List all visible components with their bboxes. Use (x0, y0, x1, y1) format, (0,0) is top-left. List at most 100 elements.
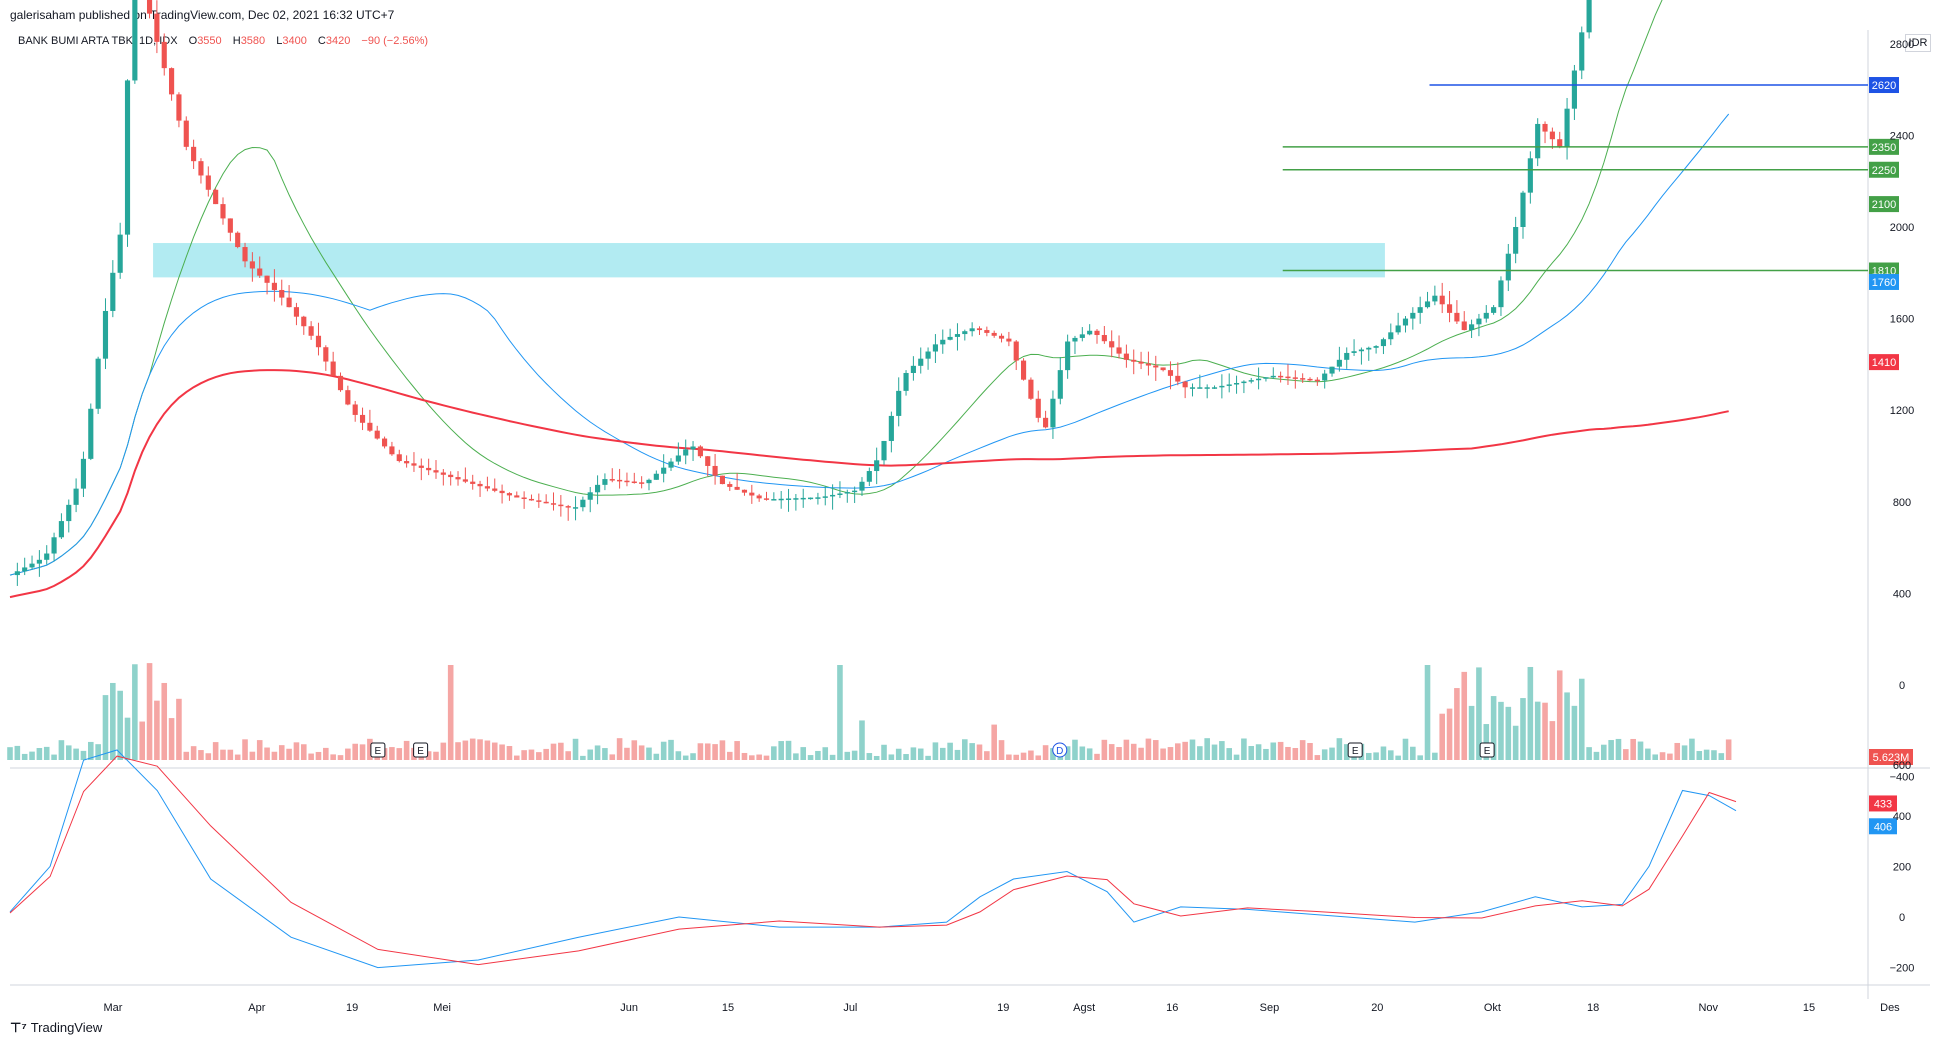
level-tag-label: 2350 (1872, 142, 1896, 154)
volume-bar (1064, 746, 1071, 760)
volume-bar (242, 739, 248, 760)
dividend-marker (1052, 742, 1068, 758)
candle-body (749, 492, 755, 496)
volume-bar (1395, 755, 1401, 760)
candle-body (976, 328, 983, 331)
volume-bar (1556, 670, 1563, 760)
volume-bar (771, 746, 777, 760)
event-marker-label: E (375, 746, 382, 757)
time-tick: Mei (433, 1002, 451, 1014)
volume-bar (440, 742, 447, 760)
volume-bar (976, 744, 983, 760)
candle-body (66, 504, 72, 522)
volume-bar (1505, 706, 1512, 760)
candle-body (1248, 380, 1254, 382)
volume-bar (425, 751, 432, 760)
volume-bar (1388, 750, 1394, 760)
candle-body (506, 493, 513, 496)
candle-body (1013, 341, 1019, 361)
earnings-marker (1479, 742, 1495, 758)
volume-bar (477, 739, 483, 760)
currency-button[interactable]: IDR (1905, 34, 1931, 52)
volume-bar (785, 740, 792, 760)
candle-body (1410, 312, 1416, 319)
volume-bar (1432, 752, 1438, 760)
candle-body (1329, 366, 1335, 374)
time-tick: Sep (1260, 1002, 1280, 1014)
event-marker-label: E (1352, 746, 1359, 757)
candle-body (176, 94, 182, 121)
candle-body (822, 496, 828, 498)
volume-bar (815, 750, 821, 760)
price-tick: 1600 (1890, 314, 1914, 326)
volume-bar (1028, 750, 1034, 760)
price-tick: 400 (1893, 588, 1911, 600)
volume-bar (1314, 755, 1321, 760)
indicator-tag (1869, 795, 1897, 812)
candle-body (286, 297, 292, 308)
volume-bar (88, 741, 94, 760)
volume-bar (1108, 744, 1115, 760)
candle-body (587, 492, 593, 500)
volume-bar (1130, 743, 1137, 760)
ma-long-line (9, 369, 1729, 599)
candle-body (492, 488, 498, 491)
volume-bar (873, 755, 880, 760)
candle-body (888, 415, 894, 441)
candle-body (389, 446, 395, 455)
volume-bar (95, 744, 101, 760)
volume-bar (807, 755, 814, 760)
volume-bar (1307, 743, 1313, 760)
candle-body (1432, 295, 1438, 302)
volume-bar (1042, 745, 1049, 760)
volume-bar (1586, 747, 1592, 760)
volume-bar (367, 738, 373, 760)
volume-bar (726, 751, 733, 760)
volume-bar (264, 747, 270, 760)
candle-body (499, 490, 505, 494)
indicator-tag (1869, 818, 1897, 835)
candle-body (359, 414, 366, 423)
volume-bar (447, 665, 454, 760)
candle-body (874, 460, 880, 472)
candle-body (404, 461, 410, 464)
volume-tag-label: 5.623M (1873, 752, 1910, 764)
candle-body (169, 68, 175, 95)
candle-body (1065, 341, 1071, 371)
time-tick: Agst (1073, 1002, 1095, 1014)
volume-bar (1285, 746, 1291, 760)
volume-bar (866, 753, 873, 760)
candle-body (455, 477, 461, 480)
volume-bar (1292, 748, 1299, 760)
candle-body (374, 430, 380, 439)
volume-bar (646, 747, 652, 760)
candle-body (1483, 312, 1489, 319)
candle-body (793, 498, 799, 500)
ma-mid-line (9, 113, 1730, 576)
ma-tag-label: 1410 (1872, 357, 1896, 369)
candle-body (1351, 351, 1357, 353)
candle-body (1336, 359, 1342, 367)
volume-bar (249, 751, 256, 760)
earnings-marker (413, 742, 429, 758)
candle-body (418, 465, 424, 468)
volume-bar (925, 755, 931, 760)
candle-body (1175, 375, 1181, 382)
volume-bar (1365, 752, 1372, 760)
candle-body (785, 498, 792, 500)
candle-body (235, 232, 241, 248)
volume-bar (932, 742, 939, 760)
volume-bar (1608, 740, 1614, 760)
volume-bar (506, 746, 513, 760)
candle-body (1322, 373, 1328, 381)
candle-body (1535, 123, 1541, 159)
volume-bar (455, 742, 461, 760)
candle-body (844, 492, 850, 494)
price-tick: 2000 (1890, 222, 1914, 234)
candle-body (1505, 253, 1511, 281)
candle-body (918, 358, 924, 366)
volume-bar (513, 755, 520, 760)
candle-body (1454, 312, 1460, 322)
candle-body (756, 495, 762, 499)
